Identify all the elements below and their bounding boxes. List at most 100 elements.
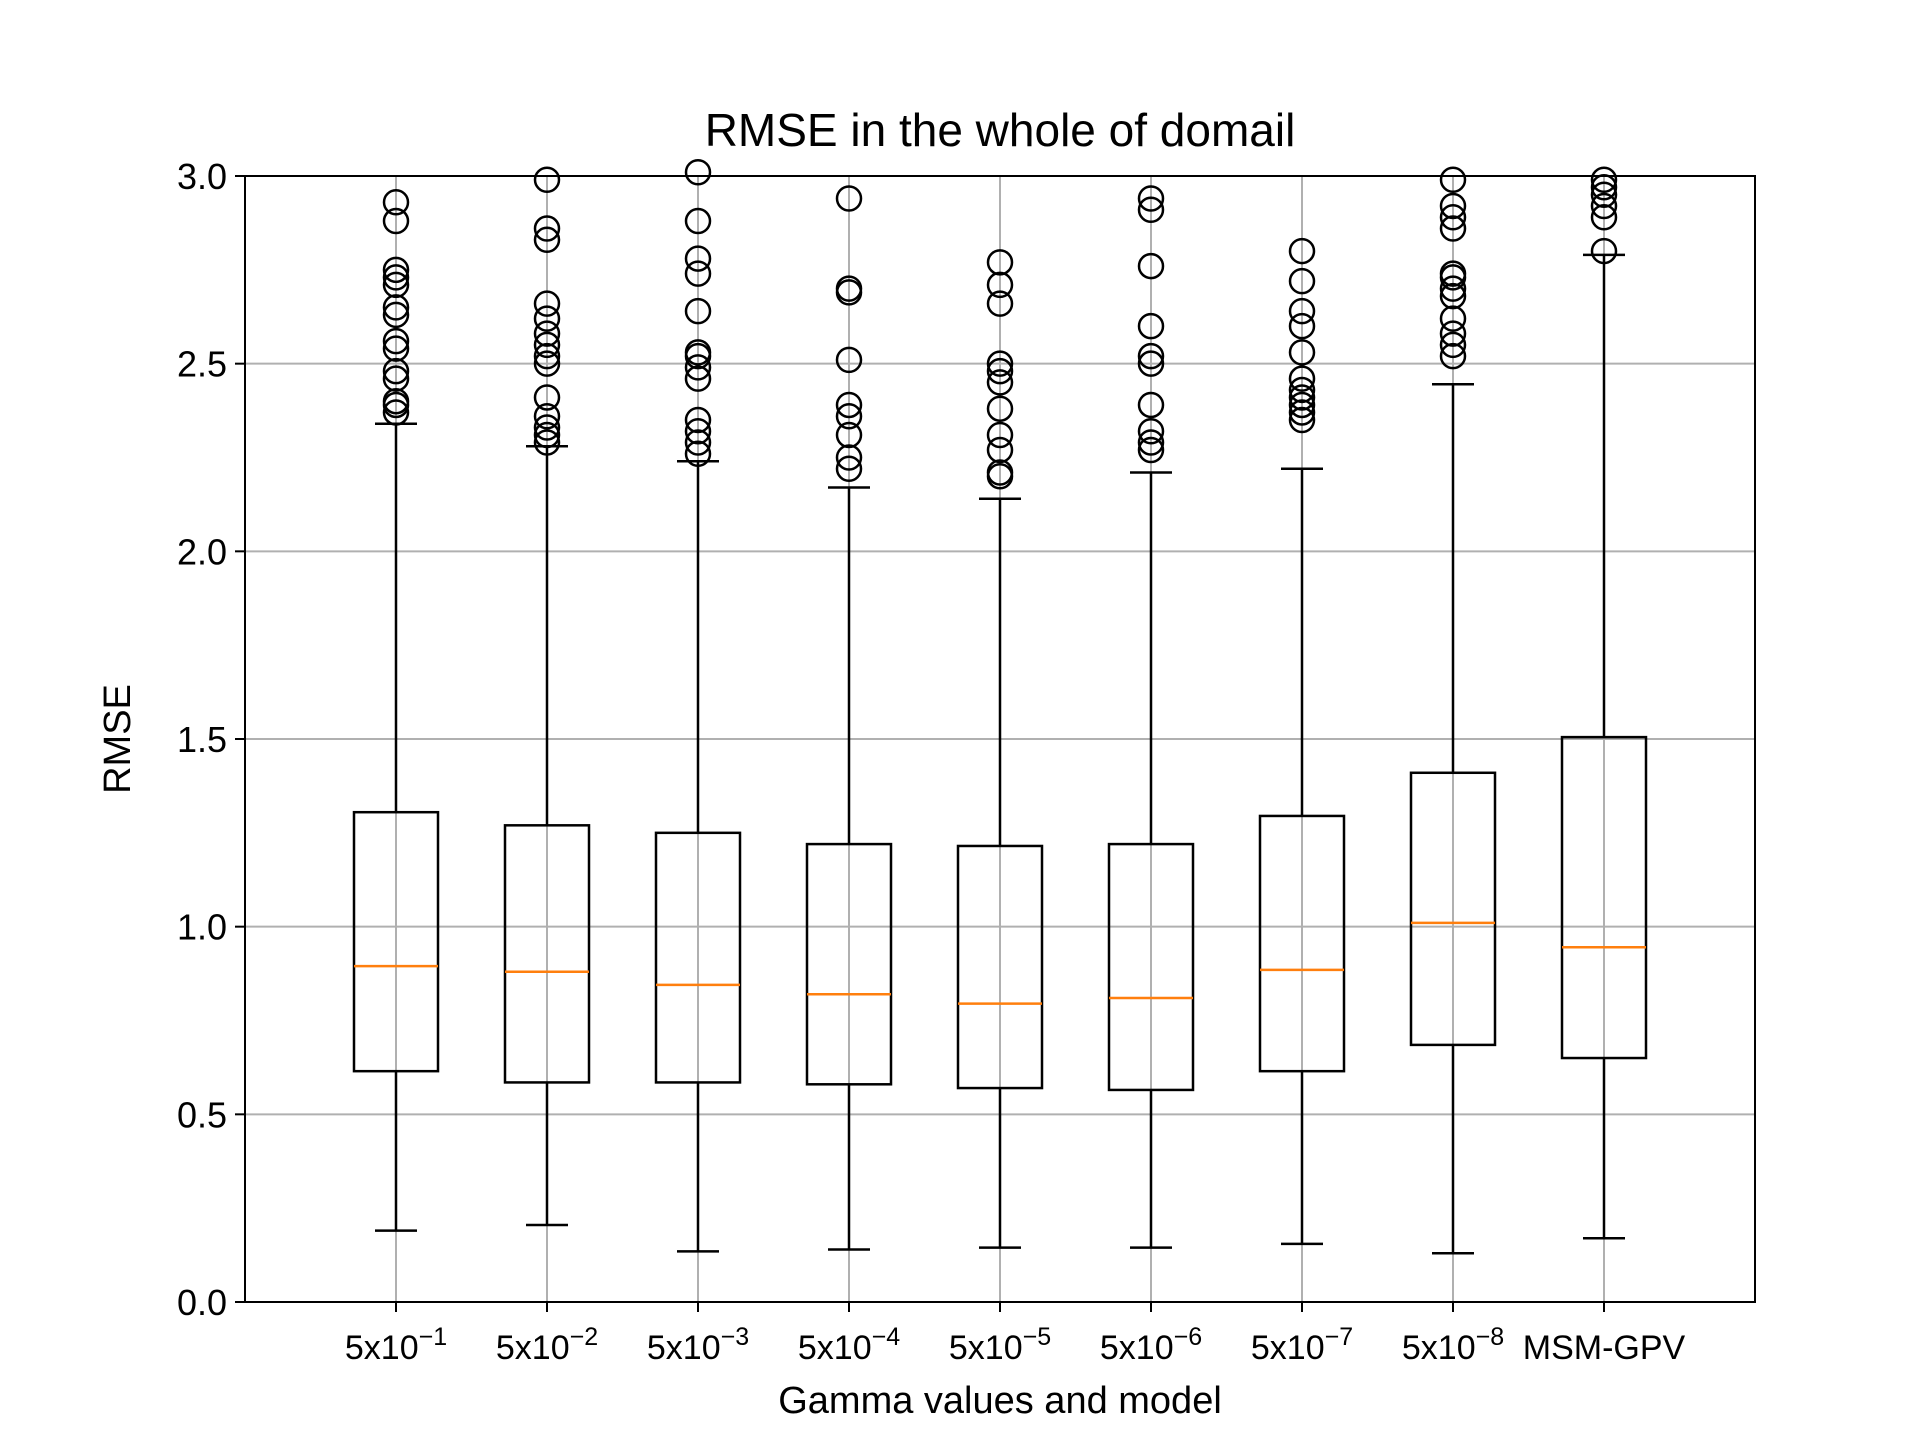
outlier-point <box>1288 384 1316 411</box>
y-axis-label: RMSE <box>97 684 139 794</box>
outlier-point <box>382 365 410 392</box>
y-tick-label: 2.5 <box>177 344 227 385</box>
outlier-point <box>1439 166 1467 194</box>
outlier-point <box>533 384 561 411</box>
outlier-point <box>986 249 1014 276</box>
outlier-point <box>684 440 712 467</box>
outlier-point <box>986 357 1014 385</box>
box-group <box>352 189 440 1232</box>
outlier-point <box>1137 429 1165 456</box>
outlier-point <box>382 207 410 235</box>
y-tick-label: 0.5 <box>177 1094 227 1135</box>
box-group <box>1560 166 1648 1240</box>
iqr-box <box>654 831 742 1084</box>
outlier-point <box>1288 297 1316 325</box>
outlier-point <box>986 271 1014 299</box>
x-axis-label: Gamma values and model <box>778 1380 1222 1422</box>
outlier-point <box>533 305 561 332</box>
outlier-point <box>1137 391 1165 419</box>
outlier-point <box>684 158 712 186</box>
outlier-point <box>533 342 561 370</box>
outlier-point <box>835 391 863 419</box>
outlier-point <box>382 264 410 291</box>
outlier-point <box>533 290 561 317</box>
outlier-point <box>684 339 712 366</box>
outlier-point <box>986 350 1014 377</box>
outlier-point <box>684 365 712 392</box>
outlier-point <box>1439 282 1467 310</box>
outlier-point <box>1590 204 1618 231</box>
outlier-point <box>684 297 712 325</box>
outlier-point <box>1137 185 1165 212</box>
outlier-point <box>533 402 561 430</box>
outlier-point <box>684 207 712 235</box>
y-tick-label: 0.0 <box>177 1282 227 1323</box>
x-tick-label: 5x10−6 <box>1100 1323 1202 1367</box>
x-tick-label: 5x10−4 <box>798 1323 900 1367</box>
outlier-point <box>684 406 712 434</box>
outlier-point <box>1439 204 1467 231</box>
outlier-point <box>382 256 410 284</box>
box-group <box>1107 185 1195 1249</box>
outlier-point <box>533 414 561 441</box>
outlier-point <box>1288 237 1316 265</box>
outlier-point <box>1439 305 1467 332</box>
outlier-point <box>533 320 561 347</box>
outlier-point <box>1590 181 1618 209</box>
iqr-box <box>956 844 1044 1090</box>
outlier-point <box>382 301 410 329</box>
x-tick-label: 5x10−8 <box>1402 1323 1504 1367</box>
outlier-point <box>1288 339 1316 366</box>
outlier-point <box>986 290 1014 317</box>
y-tick-label: 3.0 <box>177 156 227 197</box>
outlier-point <box>1137 417 1165 445</box>
iqr-box <box>805 842 893 1086</box>
outlier-point <box>835 185 863 212</box>
x-axis-ticks: 5x10−1 5x10−2 5x10−3 5x10−4 5x10−5 5x10−6 5x10… <box>345 1302 1686 1367</box>
outlier-point <box>1137 196 1165 224</box>
outlier-point <box>1288 391 1316 419</box>
outlier-point <box>684 417 712 445</box>
outlier-point <box>684 429 712 456</box>
outlier-point <box>986 395 1014 422</box>
outlier-point <box>1137 252 1165 280</box>
outlier-point <box>835 444 863 471</box>
outlier-point <box>1288 376 1316 404</box>
iqr-box <box>352 810 440 1073</box>
outlier-point <box>684 245 712 272</box>
x-tick-label: MSM-GPV <box>1523 1329 1686 1367</box>
outlier-point <box>382 189 410 216</box>
outlier-point <box>1439 342 1467 370</box>
y-tick-label: 1.0 <box>177 907 227 948</box>
x-tick-label: 5x10−5 <box>949 1323 1051 1367</box>
outlier-point <box>835 455 863 483</box>
box-group <box>503 166 591 1227</box>
outlier-point <box>1288 406 1316 434</box>
iqr-box <box>1107 842 1195 1092</box>
outlier-point <box>684 354 712 381</box>
outlier-point <box>1288 267 1316 295</box>
outlier-point <box>1590 237 1618 265</box>
y-tick-label: 1.5 <box>177 719 227 760</box>
outlier-point <box>835 402 863 430</box>
iqr-box <box>1560 735 1648 1060</box>
outlier-point <box>1137 350 1165 377</box>
outlier-point <box>684 260 712 287</box>
outlier-point <box>986 459 1014 486</box>
outlier-point <box>533 215 561 242</box>
outlier-point <box>382 387 410 415</box>
outlier-point <box>986 421 1014 449</box>
outlier-point <box>1288 312 1316 340</box>
outlier-point <box>986 436 1014 464</box>
x-tick-label: 5x10−1 <box>345 1323 447 1367</box>
outlier-point <box>1137 436 1165 464</box>
outlier-point <box>1439 260 1467 287</box>
x-tick-label: 5x10−2 <box>496 1323 598 1367</box>
outlier-point <box>533 331 561 359</box>
outlier-point <box>1439 192 1467 220</box>
outlier-point <box>1288 365 1316 392</box>
outlier-point <box>1439 275 1467 302</box>
iqr-box <box>1258 814 1346 1073</box>
box-series <box>352 158 1648 1255</box>
